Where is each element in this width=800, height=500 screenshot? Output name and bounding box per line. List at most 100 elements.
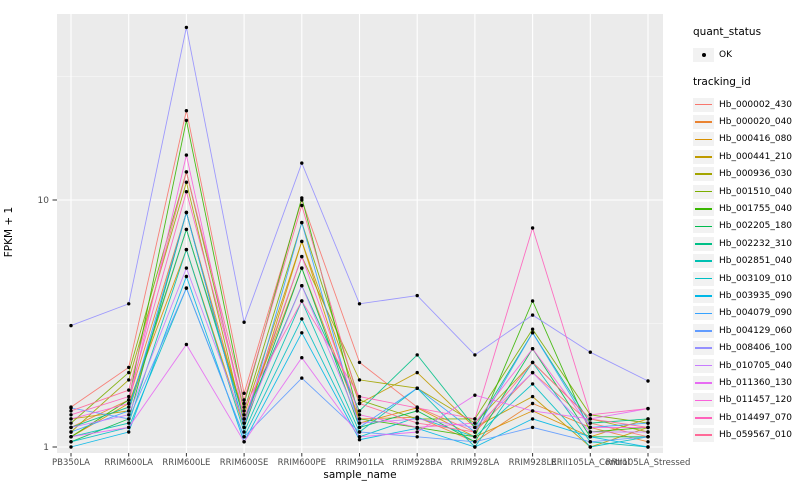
data-point[interactable] [184, 109, 189, 113]
data-point[interactable] [127, 388, 131, 392]
data-point[interactable] [300, 317, 304, 321]
data-point[interactable] [127, 394, 131, 399]
data-point[interactable] [242, 440, 246, 444]
data-point[interactable] [530, 327, 535, 331]
data-point[interactable] [127, 430, 131, 434]
data-point[interactable] [300, 220, 304, 225]
data-point[interactable] [357, 430, 362, 434]
data-point[interactable] [69, 421, 73, 425]
data-point[interactable] [184, 274, 189, 279]
data-point[interactable] [184, 266, 189, 270]
data-point[interactable] [473, 417, 477, 421]
data-point[interactable] [646, 379, 650, 383]
data-point[interactable] [357, 360, 362, 365]
legend-entry-Hb_014497_070[interactable]: Hb_014497_070 [693, 409, 799, 426]
data-point[interactable] [357, 421, 362, 425]
data-point[interactable] [357, 394, 362, 399]
data-point[interactable] [242, 391, 246, 395]
data-point[interactable] [242, 421, 246, 425]
data-point[interactable] [473, 421, 477, 425]
data-point[interactable] [530, 331, 535, 335]
data-point[interactable] [473, 435, 477, 439]
data-point[interactable] [127, 401, 131, 406]
data-point[interactable] [588, 425, 592, 430]
data-point[interactable] [357, 417, 362, 421]
data-point[interactable] [127, 413, 131, 417]
data-point[interactable] [69, 323, 73, 328]
data-point[interactable] [473, 445, 477, 449]
data-point[interactable] [242, 430, 246, 434]
data-point[interactable] [588, 421, 592, 425]
data-point[interactable] [415, 293, 419, 298]
data-point[interactable] [127, 365, 131, 370]
data-point[interactable] [184, 247, 189, 252]
data-point[interactable] [415, 421, 419, 425]
data-point[interactable] [300, 356, 304, 360]
data-point[interactable] [357, 398, 362, 402]
data-point[interactable] [357, 409, 362, 413]
data-point[interactable] [184, 118, 189, 123]
legend-entry-Hb_000020_040[interactable]: Hb_000020_040 [693, 113, 799, 130]
data-point[interactable] [415, 406, 419, 410]
data-point[interactable] [242, 435, 246, 439]
data-point[interactable] [530, 299, 535, 303]
data-point[interactable] [69, 440, 73, 444]
data-point[interactable] [530, 409, 535, 413]
data-point[interactable] [588, 417, 592, 421]
data-point[interactable] [530, 313, 535, 317]
data-point[interactable] [300, 239, 304, 244]
data-point[interactable] [300, 196, 304, 200]
legend-entry-Hb_000002_430[interactable]: Hb_000002_430 [693, 96, 799, 113]
data-point[interactable] [127, 417, 131, 421]
data-point[interactable] [415, 435, 419, 439]
data-point[interactable] [646, 421, 650, 425]
data-point[interactable] [69, 417, 73, 421]
data-point[interactable] [69, 435, 73, 439]
data-point[interactable] [646, 406, 650, 411]
data-point[interactable] [530, 360, 535, 365]
data-point[interactable] [588, 445, 592, 449]
legend-entry-Hb_002851_040[interactable]: Hb_002851_040 [693, 253, 799, 270]
data-point[interactable] [530, 382, 535, 386]
legend-entry-Hb_000441_210[interactable]: Hb_000441_210 [693, 148, 799, 165]
data-point[interactable] [415, 353, 419, 357]
data-point[interactable] [184, 190, 189, 194]
data-point[interactable] [184, 227, 189, 232]
legend-entry-Hb_001755_040[interactable]: Hb_001755_040 [693, 200, 799, 217]
data-point[interactable] [184, 180, 189, 184]
data-point[interactable] [184, 342, 189, 347]
legend-entry-Hb_011457_120[interactable]: Hb_011457_120 [693, 392, 799, 409]
data-point[interactable] [127, 421, 131, 425]
legend-entry-Hb_000936_030[interactable]: Hb_000936_030 [693, 166, 799, 183]
data-point[interactable] [300, 284, 304, 288]
data-point[interactable] [415, 386, 419, 390]
data-point[interactable] [588, 435, 592, 439]
data-point[interactable] [127, 370, 131, 375]
legend-entry-Hb_002232_310[interactable]: Hb_002232_310 [693, 235, 799, 252]
data-point[interactable] [69, 409, 73, 413]
data-point[interactable] [588, 440, 592, 444]
data-point[interactable] [127, 409, 131, 413]
data-point[interactable] [473, 430, 477, 434]
data-point[interactable] [127, 405, 131, 409]
data-point[interactable] [242, 409, 246, 413]
data-point[interactable] [357, 401, 362, 406]
data-point[interactable] [127, 378, 131, 382]
data-point[interactable] [69, 425, 73, 430]
data-point[interactable] [588, 430, 592, 434]
legend-entry-Hb_000416_080[interactable]: Hb_000416_080 [693, 131, 799, 148]
data-point[interactable] [242, 320, 246, 324]
legend-entry-ok[interactable]: OK [693, 46, 799, 64]
data-point[interactable] [69, 406, 73, 410]
legend-entry-Hb_003935_090[interactable]: Hb_003935_090 [693, 287, 799, 304]
data-point[interactable] [415, 425, 419, 430]
data-point[interactable] [415, 409, 419, 413]
data-point[interactable] [127, 398, 131, 402]
data-point[interactable] [300, 254, 304, 259]
legend-entry-Hb_008406_100[interactable]: Hb_008406_100 [693, 339, 799, 356]
data-point[interactable] [588, 350, 592, 354]
data-point[interactable] [357, 413, 362, 417]
data-point[interactable] [300, 331, 304, 335]
data-point[interactable] [473, 353, 477, 357]
data-point[interactable] [646, 440, 650, 444]
